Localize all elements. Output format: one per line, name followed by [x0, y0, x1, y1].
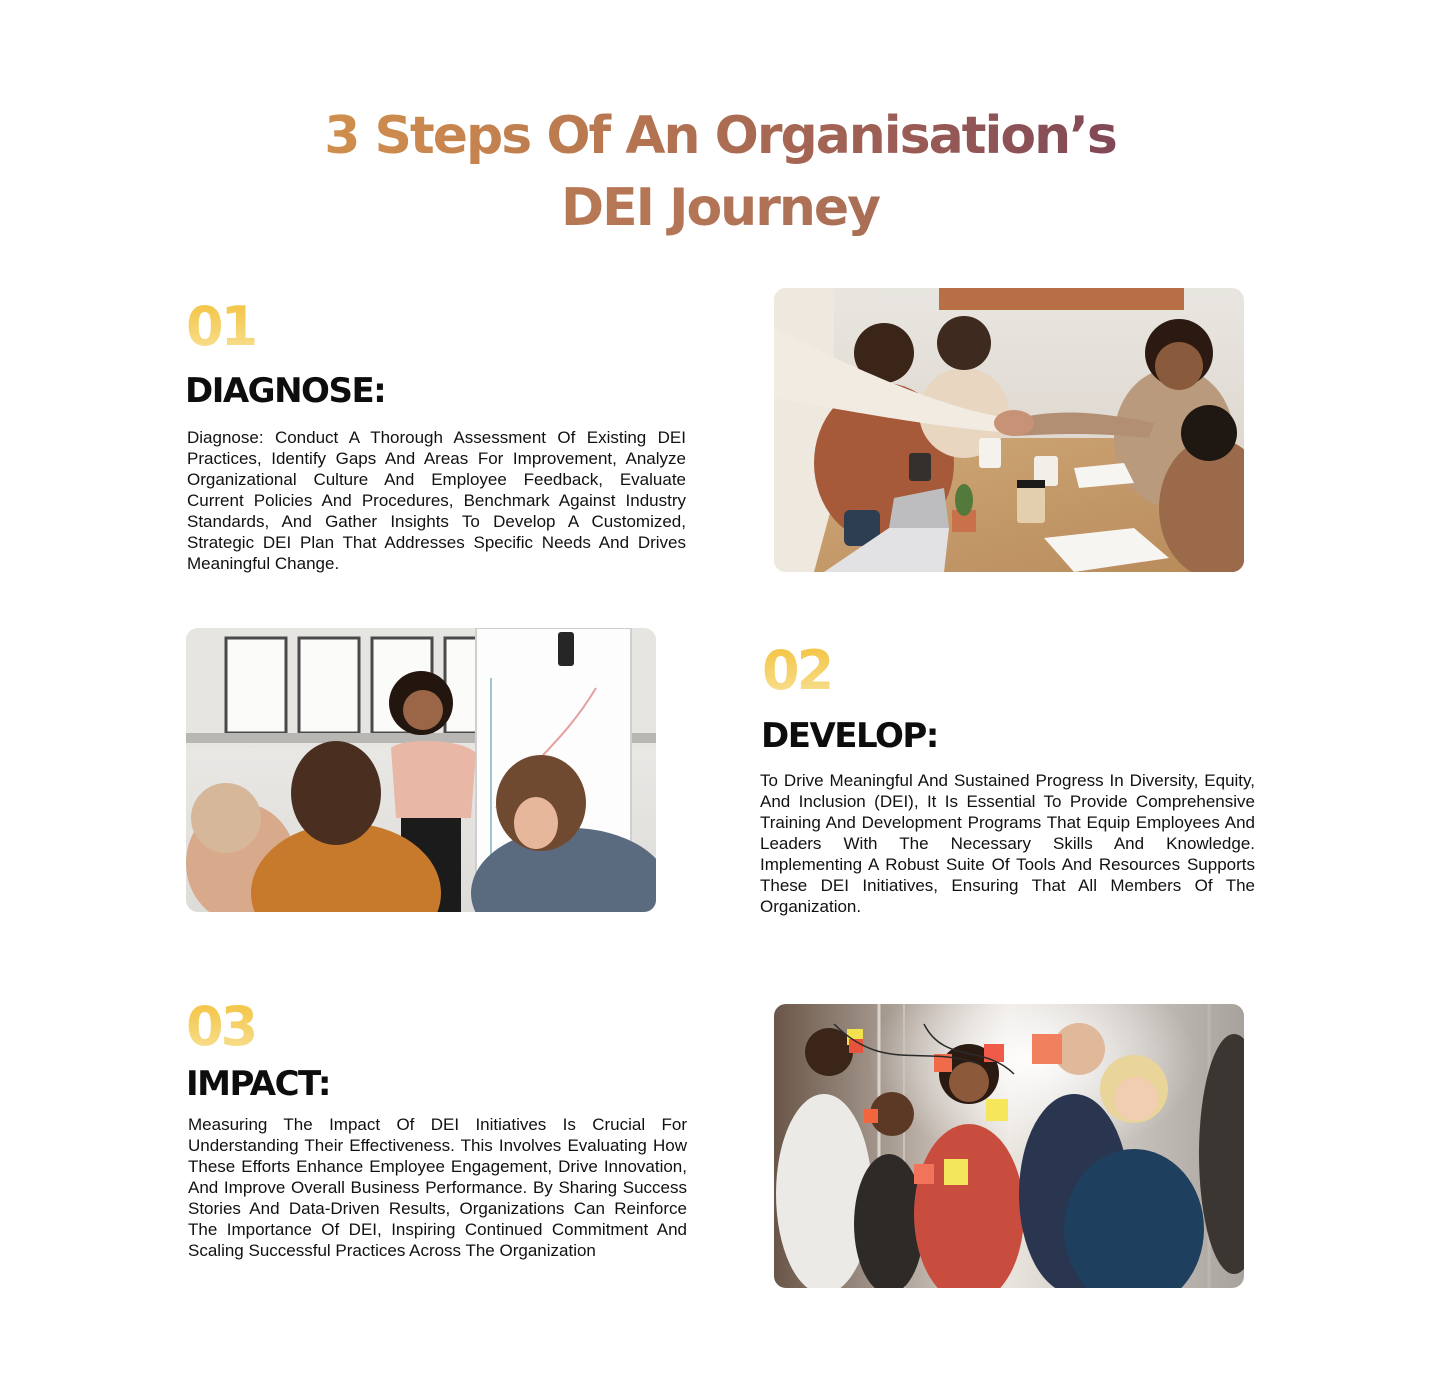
step-heading: DIAGNOSE:	[185, 371, 387, 411]
step-heading: IMPACT:	[186, 1064, 331, 1104]
step-description: Diagnose: Conduct A Thorough Assessment …	[187, 428, 686, 573]
step-number: 02	[762, 639, 834, 702]
step-number: 01	[186, 295, 258, 358]
meeting-handshake-illustration	[774, 288, 1244, 572]
step-number: 03	[186, 995, 258, 1058]
presentation-illustration	[186, 628, 656, 912]
page-title-line-2: DEI Journey	[0, 172, 1440, 244]
meeting-handshake-photo	[774, 288, 1244, 572]
page-title: 3 Steps Of An Organisation’s DEI Journey	[0, 100, 1440, 244]
team-sticky-notes-illustration	[774, 1004, 1244, 1288]
page-title-line-1: 3 Steps Of An Organisation’s	[0, 100, 1440, 172]
step-description: Measuring The Impact Of DEI Initiatives …	[188, 1115, 687, 1260]
step-heading: DEVELOP:	[761, 716, 939, 756]
step-description: To Drive Meaningful And Sustained Progre…	[760, 771, 1255, 916]
presentation-photo	[186, 628, 656, 912]
team-sticky-notes-photo	[774, 1004, 1244, 1288]
